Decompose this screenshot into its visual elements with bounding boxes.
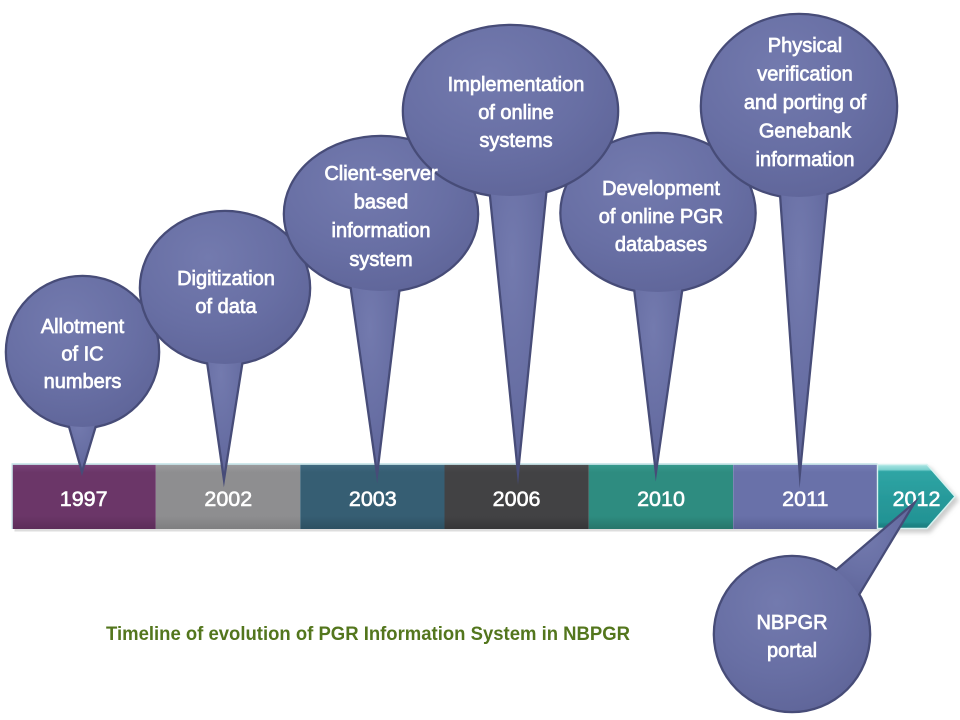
svg-text:Development: Development [602, 178, 720, 200]
svg-text:databases: databases [615, 234, 707, 256]
svg-text:Implementation: Implementation [448, 74, 585, 96]
svg-text:information: information [332, 220, 431, 242]
svg-text:systems: systems [479, 130, 552, 152]
svg-text:and porting of: and porting of [744, 92, 867, 114]
svg-text:2012: 2012 [893, 487, 941, 511]
svg-text:NBPGR: NBPGR [756, 612, 827, 634]
svg-text:Timeline of evolution of PGR I: Timeline of evolution of PGR Information… [106, 623, 630, 645]
svg-text:1997: 1997 [60, 487, 108, 511]
svg-text:of IC: of IC [61, 344, 103, 366]
svg-text:Client-server: Client-server [324, 163, 438, 185]
svg-text:Genebank: Genebank [759, 121, 852, 143]
svg-text:Physical: Physical [768, 35, 842, 57]
svg-text:numbers: numbers [44, 371, 122, 393]
svg-text:of online: of online [478, 102, 554, 124]
svg-text:system: system [349, 249, 412, 271]
svg-text:2010: 2010 [637, 487, 685, 511]
svg-text:of online PGR: of online PGR [599, 206, 724, 228]
svg-text:verification: verification [757, 64, 853, 86]
svg-text:information: information [756, 149, 855, 171]
svg-text:based: based [354, 192, 409, 214]
svg-text:2011: 2011 [782, 487, 828, 511]
svg-text:2003: 2003 [349, 487, 397, 511]
svg-text:2006: 2006 [493, 487, 541, 511]
svg-text:portal: portal [767, 640, 817, 662]
svg-text:Allotment: Allotment [41, 316, 125, 338]
svg-text:2002: 2002 [204, 487, 252, 511]
svg-text:Digitization: Digitization [177, 268, 275, 290]
svg-text:of data: of data [195, 296, 257, 318]
